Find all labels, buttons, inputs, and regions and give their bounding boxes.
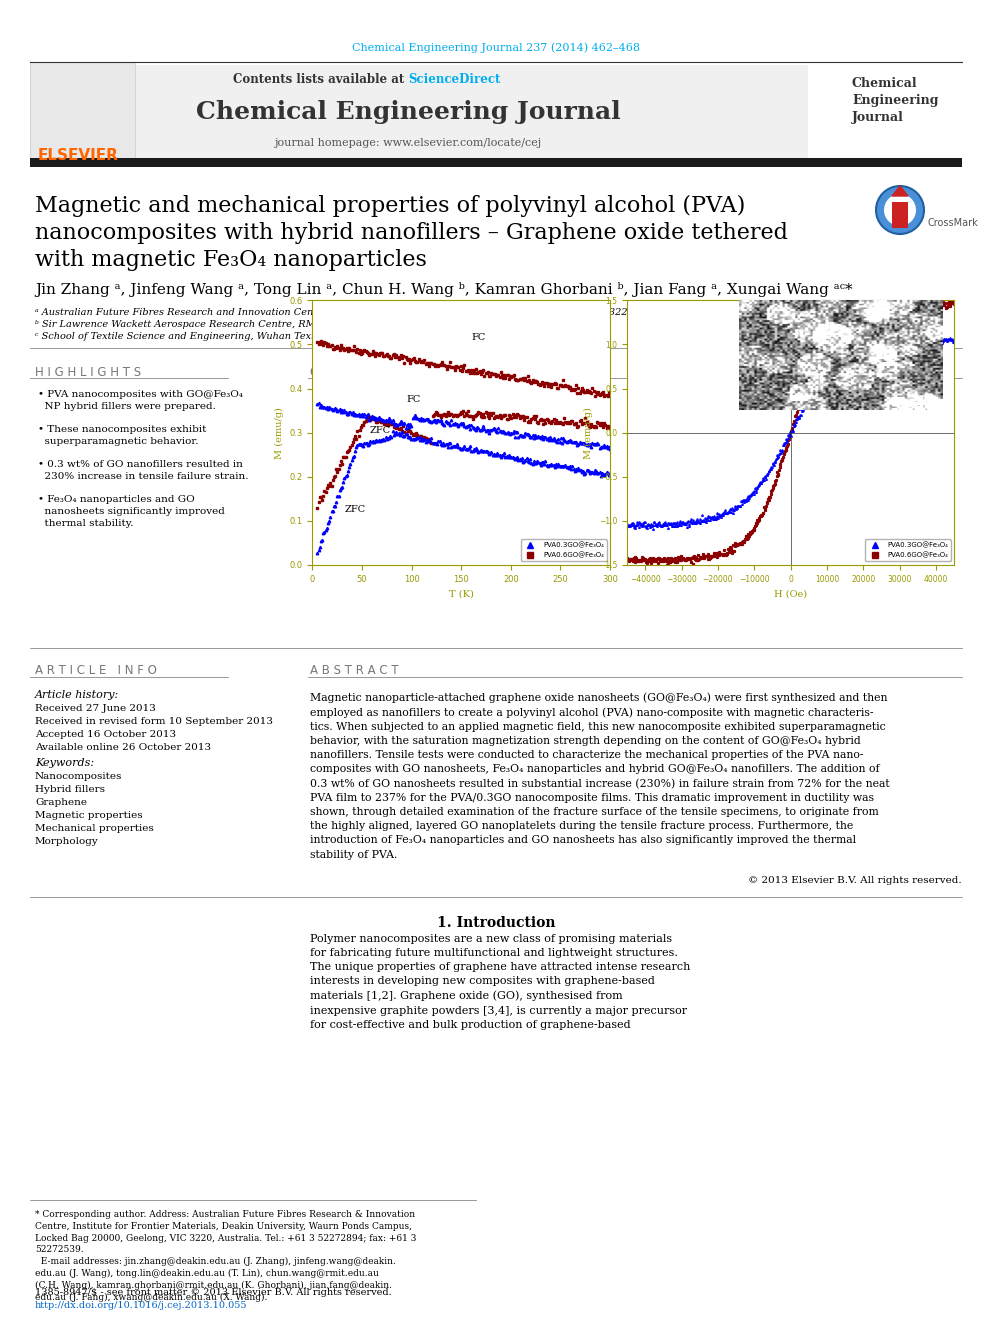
Y-axis label: M (emu/g): M (emu/g)	[275, 406, 284, 459]
Text: Graphene: Graphene	[35, 798, 87, 807]
Text: ScienceDirect: ScienceDirect	[408, 73, 500, 86]
Text: Chemical Engineering Journal: Chemical Engineering Journal	[195, 101, 620, 124]
Text: with magnetic Fe₃O₄ nanoparticles: with magnetic Fe₃O₄ nanoparticles	[35, 249, 427, 271]
Text: Magnetic properties: Magnetic properties	[35, 811, 143, 820]
Text: ᵃ Australian Future Fibres Research and Innovation Centre, Institute for Frontie: ᵃ Australian Future Fibres Research and …	[35, 308, 684, 318]
Text: Magnetic nanoparticle-attached graphene oxide nanosheets (GO@Fe₃O₄) were first s: Magnetic nanoparticle-attached graphene …	[310, 692, 890, 860]
Text: FC: FC	[407, 394, 421, 404]
Text: G R A P H I C A L   A B S T R A C T: G R A P H I C A L A B S T R A C T	[310, 366, 507, 378]
Text: Contents lists available at: Contents lists available at	[233, 73, 408, 86]
Text: Available online 26 October 2013: Available online 26 October 2013	[35, 744, 211, 751]
Text: Polymer nanocomposites are a new class of promising materials
for fabricating fu: Polymer nanocomposites are a new class o…	[310, 934, 690, 1029]
Text: H I G H L I G H T S: H I G H L I G H T S	[35, 366, 141, 378]
Text: Jin Zhang ᵃ, Jinfeng Wang ᵃ, Tong Lin ᵃ, Chun H. Wang ᵇ, Kamran Ghorbani ᵇ, Jian: Jin Zhang ᵃ, Jinfeng Wang ᵃ, Tong Lin ᵃ,…	[35, 282, 853, 296]
Text: • PVA nanocomposites with GO@Fe₃O₄
  NP hybrid fillers were prepared.: • PVA nanocomposites with GO@Fe₃O₄ NP hy…	[38, 390, 243, 411]
Bar	[892, 202, 908, 228]
Text: • These nanocomposites exhibit
  superparamagnetic behavior.: • These nanocomposites exhibit superpara…	[38, 425, 206, 446]
Legend: PVA0.3GO@Fe₃O₄, PVA0.6GO@Fe₃O₄: PVA0.3GO@Fe₃O₄, PVA0.6GO@Fe₃O₄	[865, 540, 950, 561]
Text: • Fe₃O₄ nanoparticles and GO
  nanosheets significantly improved
  thermal stabi: • Fe₃O₄ nanoparticles and GO nanosheets …	[38, 495, 225, 528]
Text: FC: FC	[471, 333, 485, 343]
Text: © 2013 Elsevier B.V. All rights reserved.: © 2013 Elsevier B.V. All rights reserved…	[748, 876, 962, 885]
Text: Received in revised form 10 September 2013: Received in revised form 10 September 20…	[35, 717, 273, 726]
Circle shape	[876, 187, 924, 234]
Y-axis label: M (emu/g): M (emu/g)	[584, 406, 593, 459]
Text: nanocomposites with hybrid nanofillers – Graphene oxide tethered: nanocomposites with hybrid nanofillers –…	[35, 222, 788, 243]
Polygon shape	[892, 187, 908, 196]
X-axis label: T (K): T (K)	[448, 589, 474, 598]
Text: journal homepage: www.elsevier.com/locate/cej: journal homepage: www.elsevier.com/locat…	[275, 138, 542, 148]
Text: Accepted 16 October 2013: Accepted 16 October 2013	[35, 730, 177, 740]
Bar	[30, 157, 962, 167]
Text: * Corresponding author. Address: Australian Future Fibres Research & Innovation
: * Corresponding author. Address: Austral…	[35, 1211, 417, 1302]
Text: Received 27 June 2013: Received 27 June 2013	[35, 704, 156, 713]
Text: ZFC: ZFC	[370, 426, 391, 435]
Text: 1. Introduction: 1. Introduction	[436, 916, 556, 930]
Text: Magnetic and mechanical properties of polyvinyl alcohol (PVA): Magnetic and mechanical properties of po…	[35, 194, 745, 217]
X-axis label: H (Oe): H (Oe)	[774, 589, 807, 598]
Text: ᶜ School of Textile Science and Engineering, Wuhan Textile University, Wuhan 430: ᶜ School of Textile Science and Engineer…	[35, 332, 496, 341]
Text: Chemical
Engineering
Journal: Chemical Engineering Journal	[852, 77, 938, 124]
Text: A R T I C L E   I N F O: A R T I C L E I N F O	[35, 664, 157, 677]
Text: ELSEVIER: ELSEVIER	[38, 148, 119, 163]
Text: Keywords:: Keywords:	[35, 758, 94, 767]
Text: A B S T R A C T: A B S T R A C T	[310, 664, 399, 677]
Text: • 0.3 wt% of GO nanofillers resulted in
  230% increase in tensile failure strai: • 0.3 wt% of GO nanofillers resulted in …	[38, 460, 249, 480]
Text: Article history:: Article history:	[35, 691, 119, 700]
Text: Nanocomposites: Nanocomposites	[35, 773, 122, 781]
Circle shape	[884, 194, 916, 226]
Text: Chemical Engineering Journal 237 (2014) 462–468: Chemical Engineering Journal 237 (2014) …	[352, 42, 640, 53]
Text: Morphology: Morphology	[35, 837, 99, 845]
Text: ᵇ Sir Lawrence Wackett Aerospace Research Centre, RMIT University, Melbourne, VI: ᵇ Sir Lawrence Wackett Aerospace Researc…	[35, 320, 543, 329]
Bar	[30, 65, 808, 157]
Text: 1385-8947/$ - see front matter © 2013 Elsevier B.V. All rights reserved.: 1385-8947/$ - see front matter © 2013 El…	[35, 1289, 392, 1297]
Text: CrossMark: CrossMark	[928, 218, 979, 228]
Text: http://dx.doi.org/10.1016/j.cej.2013.10.055: http://dx.doi.org/10.1016/j.cej.2013.10.…	[35, 1301, 247, 1310]
Text: Mechanical properties: Mechanical properties	[35, 824, 154, 833]
Text: ZFC: ZFC	[344, 505, 365, 515]
Legend: PVA0.3GO@Fe₃O₄, PVA0.6GO@Fe₃O₄: PVA0.3GO@Fe₃O₄, PVA0.6GO@Fe₃O₄	[521, 540, 606, 561]
Bar	[30, 62, 135, 160]
Text: Hybrid fillers: Hybrid fillers	[35, 785, 105, 794]
